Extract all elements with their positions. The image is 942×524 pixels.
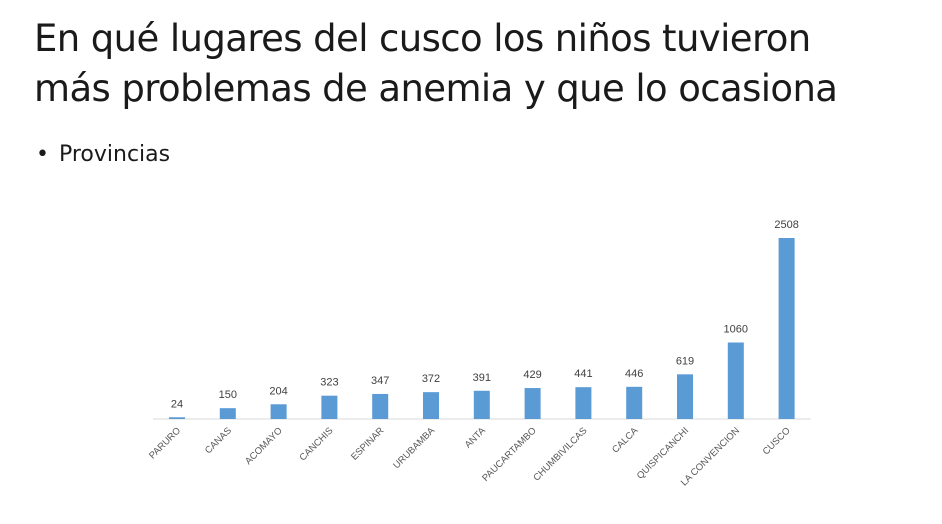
bar-paucartambo [524, 388, 541, 419]
bar-espinar [372, 393, 389, 419]
bar-canas [219, 408, 236, 419]
bar-urubamba [423, 392, 439, 419]
data-label: 150 [219, 389, 237, 401]
bar-cusco [778, 238, 795, 419]
bar-chumbivilcas [575, 387, 592, 419]
bullet-text: Provincias [58, 142, 171, 167]
bullet-item: • Provincias [36, 142, 170, 167]
x-tick-label: ESPINAR [349, 425, 386, 462]
data-label: 24 [171, 398, 183, 410]
bar-la-convencion [727, 342, 744, 419]
data-label: 204 [269, 385, 287, 397]
bullet-dot-icon: • [36, 142, 49, 167]
x-tick-label: CUSCO [761, 425, 793, 457]
x-tick-label: QUISPICANCHI [635, 425, 691, 481]
bar-anta [473, 390, 490, 419]
x-tick-label: CHUMBIVILCAS [531, 425, 589, 483]
x-tick-label: CANAS [203, 425, 234, 456]
bar-quispicanchi [677, 374, 693, 419]
bar-acomayo [270, 404, 287, 419]
x-tick-label: PARURO [147, 425, 183, 461]
data-label: 2508 [774, 219, 798, 231]
x-tick-label: CANCHIS [298, 425, 336, 463]
x-tick-label: ANTA [463, 425, 489, 451]
data-label: 347 [371, 375, 389, 387]
slide-title-line-2: más problemas de anemia y que lo ocasion… [34, 67, 838, 110]
data-label: 1060 [724, 324, 748, 336]
data-label: 429 [523, 369, 541, 381]
bar-paruro [169, 417, 185, 419]
x-tick-label: PAUCARTAMBO [480, 425, 539, 484]
x-tick-label: URUBAMBA [391, 425, 437, 471]
data-label: 372 [422, 373, 440, 385]
data-label: 391 [473, 372, 491, 384]
slide-title-line-1: En qué lugares del cusco los niños tuvie… [34, 17, 811, 60]
data-label: 323 [320, 377, 338, 389]
bar-calca [626, 386, 643, 419]
slide-title: En qué lugares del cusco los niños tuvie… [34, 14, 934, 114]
data-label: 446 [625, 368, 643, 380]
bar-canchis [321, 395, 338, 419]
x-tick-label: CALCA [610, 425, 641, 456]
data-label: 441 [574, 368, 592, 380]
x-tick-label: ACOMAYO [243, 425, 285, 467]
data-label: 619 [676, 355, 694, 367]
